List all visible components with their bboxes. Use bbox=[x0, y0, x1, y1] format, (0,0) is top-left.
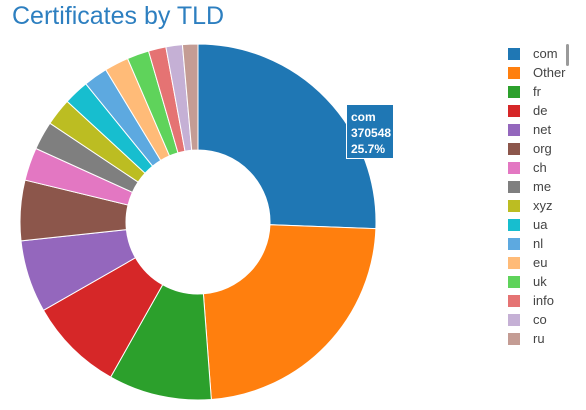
legend-item-xyz[interactable]: xyz bbox=[508, 196, 566, 215]
legend-swatch bbox=[508, 180, 520, 193]
legend-item-de[interactable]: de bbox=[508, 101, 566, 120]
tooltip-label: com bbox=[351, 110, 376, 124]
legend-item-me[interactable]: me bbox=[508, 177, 566, 196]
slice-ru[interactable] bbox=[181, 43, 199, 151]
legend-item-ua[interactable]: ua bbox=[508, 215, 566, 234]
legend-swatch bbox=[508, 142, 520, 155]
legend-label: uk bbox=[533, 274, 547, 289]
legend-swatch bbox=[508, 66, 520, 79]
legend-label: ua bbox=[533, 217, 548, 232]
legend-label: de bbox=[533, 103, 548, 118]
donut-chart[interactable] bbox=[0, 0, 400, 410]
legend-item-co[interactable]: co bbox=[508, 310, 566, 329]
legend-swatch bbox=[508, 123, 520, 136]
legend-swatch bbox=[508, 218, 520, 231]
slice-com[interactable] bbox=[197, 43, 377, 230]
tooltip-percent: 25.7% bbox=[351, 142, 386, 156]
legend-scrollbar[interactable] bbox=[566, 44, 569, 66]
legend-label: ch bbox=[533, 160, 547, 175]
legend-label: eu bbox=[533, 255, 548, 270]
legend-swatch bbox=[508, 332, 520, 345]
legend-label: me bbox=[533, 179, 552, 194]
legend-label: xyz bbox=[533, 198, 553, 213]
legend-label: nl bbox=[533, 236, 544, 251]
legend-item-fr[interactable]: fr bbox=[508, 82, 566, 101]
legend-swatch bbox=[508, 294, 520, 307]
legend-item-uk[interactable]: uk bbox=[508, 272, 566, 291]
chart-title: Certificates by TLD bbox=[12, 2, 225, 30]
legend-swatch bbox=[508, 85, 520, 98]
legend-item-info[interactable]: info bbox=[508, 291, 566, 310]
legend-swatch bbox=[508, 104, 520, 117]
legend-label: info bbox=[533, 293, 554, 308]
legend-label: net bbox=[533, 122, 552, 137]
legend-swatch bbox=[508, 275, 520, 288]
legend-swatch bbox=[508, 313, 520, 326]
legend-label: co bbox=[533, 312, 547, 327]
slice-other[interactable] bbox=[202, 224, 377, 401]
legend-swatch bbox=[508, 161, 520, 174]
legend-item-org[interactable]: org bbox=[508, 139, 566, 158]
legend-swatch bbox=[508, 256, 520, 269]
legend-label: fr bbox=[533, 84, 541, 99]
legend-label: com bbox=[533, 46, 558, 61]
legend-item-net[interactable]: net bbox=[508, 120, 566, 139]
legend-item-eu[interactable]: eu bbox=[508, 253, 566, 272]
legend-item-ru[interactable]: ru bbox=[508, 329, 566, 348]
legend-item-ch[interactable]: ch bbox=[508, 158, 566, 177]
legend-swatch bbox=[508, 47, 520, 60]
legend-swatch bbox=[508, 199, 520, 212]
legend-item-nl[interactable]: nl bbox=[508, 234, 566, 253]
legend[interactable]: com Other fr de net org ch me xyz ua nl eu uk info co r… bbox=[508, 44, 566, 348]
hover-tooltip: com 370548 25.7% bbox=[346, 104, 394, 159]
legend-label: ru bbox=[533, 331, 545, 346]
legend-item-other[interactable]: Other bbox=[508, 63, 566, 82]
legend-swatch bbox=[508, 237, 520, 250]
tooltip-value: 370548 bbox=[351, 126, 392, 140]
legend-label: Other bbox=[533, 65, 566, 80]
legend-label: org bbox=[533, 141, 552, 156]
legend-item-com[interactable]: com bbox=[508, 44, 566, 63]
